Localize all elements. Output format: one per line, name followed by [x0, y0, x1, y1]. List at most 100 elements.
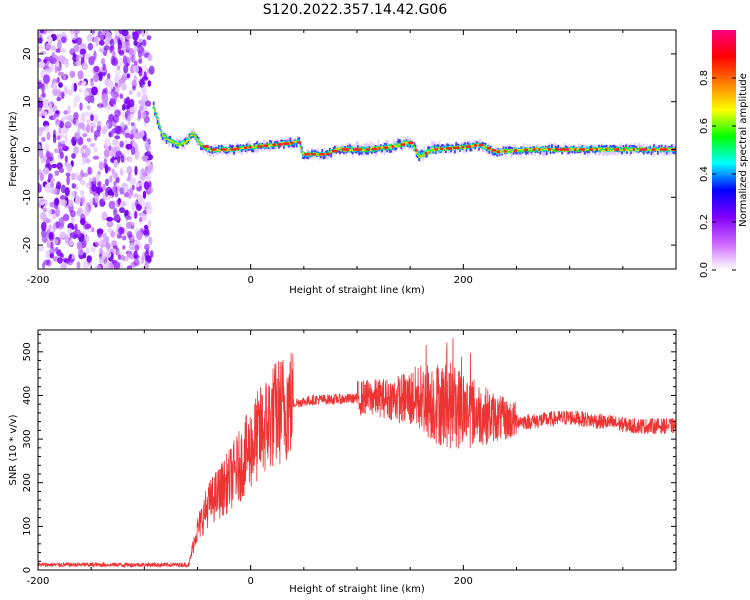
ridge-cell	[536, 148, 539, 151]
ridge-cell	[349, 144, 352, 150]
ridge-cell	[172, 141, 174, 145]
noise-blob	[129, 177, 137, 186]
ridge-cell	[272, 144, 275, 149]
ridge-cell	[341, 147, 344, 149]
noise-blob	[79, 179, 86, 186]
noise-blob	[56, 33, 63, 42]
ridge-cell	[239, 146, 242, 149]
colorbar-tick-label: 0.8	[699, 70, 710, 86]
ridge-cell	[577, 143, 580, 151]
ridge-cell	[450, 147, 452, 153]
ridge-cell	[483, 144, 486, 148]
noise-blob	[119, 140, 124, 148]
noise-blob	[129, 187, 134, 196]
ridge-cell	[501, 152, 503, 154]
ridge-cell	[337, 148, 340, 151]
ridge-cell	[256, 145, 258, 154]
noise-blob	[46, 150, 51, 159]
noise-blob	[102, 183, 106, 191]
ridge-cell	[488, 149, 491, 154]
noise-blob	[129, 33, 134, 40]
ridge-cell	[188, 138, 191, 139]
ridge-cell	[414, 148, 417, 150]
ridge-cell	[396, 145, 399, 147]
ridge-cell	[507, 149, 510, 151]
ridge-cell	[275, 144, 278, 146]
noise-blob	[106, 105, 112, 111]
noise-blob	[139, 199, 146, 207]
x-tick-label: 200	[454, 576, 473, 587]
ridge-cell	[353, 144, 355, 151]
noise-blob	[115, 151, 120, 158]
noise-blob	[94, 264, 102, 269]
ridge-cell	[510, 150, 512, 153]
noise-blob	[94, 134, 98, 141]
x-tick-label: 0	[247, 576, 253, 587]
ridge-cell	[525, 149, 528, 155]
ridge-cell	[302, 152, 304, 154]
ridge-cell	[567, 149, 570, 152]
noise-blob	[57, 71, 64, 77]
ridge-peak	[595, 148, 598, 151]
ridge-cell	[640, 147, 643, 149]
noise-blob	[125, 149, 130, 155]
noise-blob	[47, 208, 52, 216]
ridge-cell	[418, 154, 420, 157]
ridge-cell	[419, 155, 422, 158]
ridge-cell	[603, 147, 606, 151]
ridge-cell	[516, 150, 519, 152]
ridge-cell	[209, 149, 211, 152]
ridge-cell	[656, 147, 659, 151]
ridge-peak	[297, 141, 301, 144]
ridge-cell	[459, 147, 461, 149]
ridge-cell	[401, 142, 404, 144]
x-tick-label: 200	[454, 275, 473, 286]
ridge-cell	[599, 147, 602, 149]
ridge-cell	[205, 147, 207, 151]
ridge-cell	[184, 142, 187, 145]
ridge-cell	[568, 147, 571, 149]
ridge-cell	[561, 149, 563, 153]
noise-blob	[94, 193, 100, 202]
noise-blob	[60, 128, 66, 134]
noise-blob	[98, 39, 105, 46]
ridge-cell	[673, 149, 676, 155]
ridge-cell	[628, 147, 631, 150]
ridge-cell	[180, 143, 183, 150]
ridge-cell	[365, 149, 368, 153]
noise-blob	[103, 149, 110, 158]
noise-blob	[108, 80, 114, 90]
noise-blob	[143, 229, 149, 236]
ridge-cell	[635, 147, 637, 150]
ridge-cell	[165, 138, 168, 140]
noise-blob	[56, 96, 62, 102]
ridge-cell	[621, 148, 623, 155]
ridge-cell	[584, 149, 586, 151]
ridge-cell	[531, 147, 534, 150]
ridge-cell	[602, 149, 604, 151]
ridge-peak	[453, 146, 460, 150]
noise-blob	[137, 109, 142, 120]
ridge-cell	[577, 147, 580, 149]
ridge-cell	[427, 151, 429, 155]
ridge-cell	[502, 146, 505, 152]
ridge-cell	[628, 147, 631, 157]
ridge-cell	[161, 134, 164, 136]
ridge-cell	[318, 153, 321, 161]
ridge-cell	[485, 148, 488, 150]
noise-blob	[86, 123, 90, 134]
noise-blob	[38, 37, 43, 44]
ridge-cell	[502, 149, 505, 151]
noise-blob	[68, 199, 73, 207]
noise-blob	[82, 155, 86, 166]
ridge-cell	[198, 142, 201, 144]
noise-blob	[58, 127, 62, 134]
noise-blob	[98, 198, 105, 207]
ridge-cell	[554, 149, 557, 152]
ridge-cell	[545, 149, 548, 155]
noise-blob	[148, 236, 153, 246]
ridge-cell	[422, 154, 424, 156]
ridge-cell	[405, 141, 408, 144]
noise-blob	[64, 133, 68, 143]
